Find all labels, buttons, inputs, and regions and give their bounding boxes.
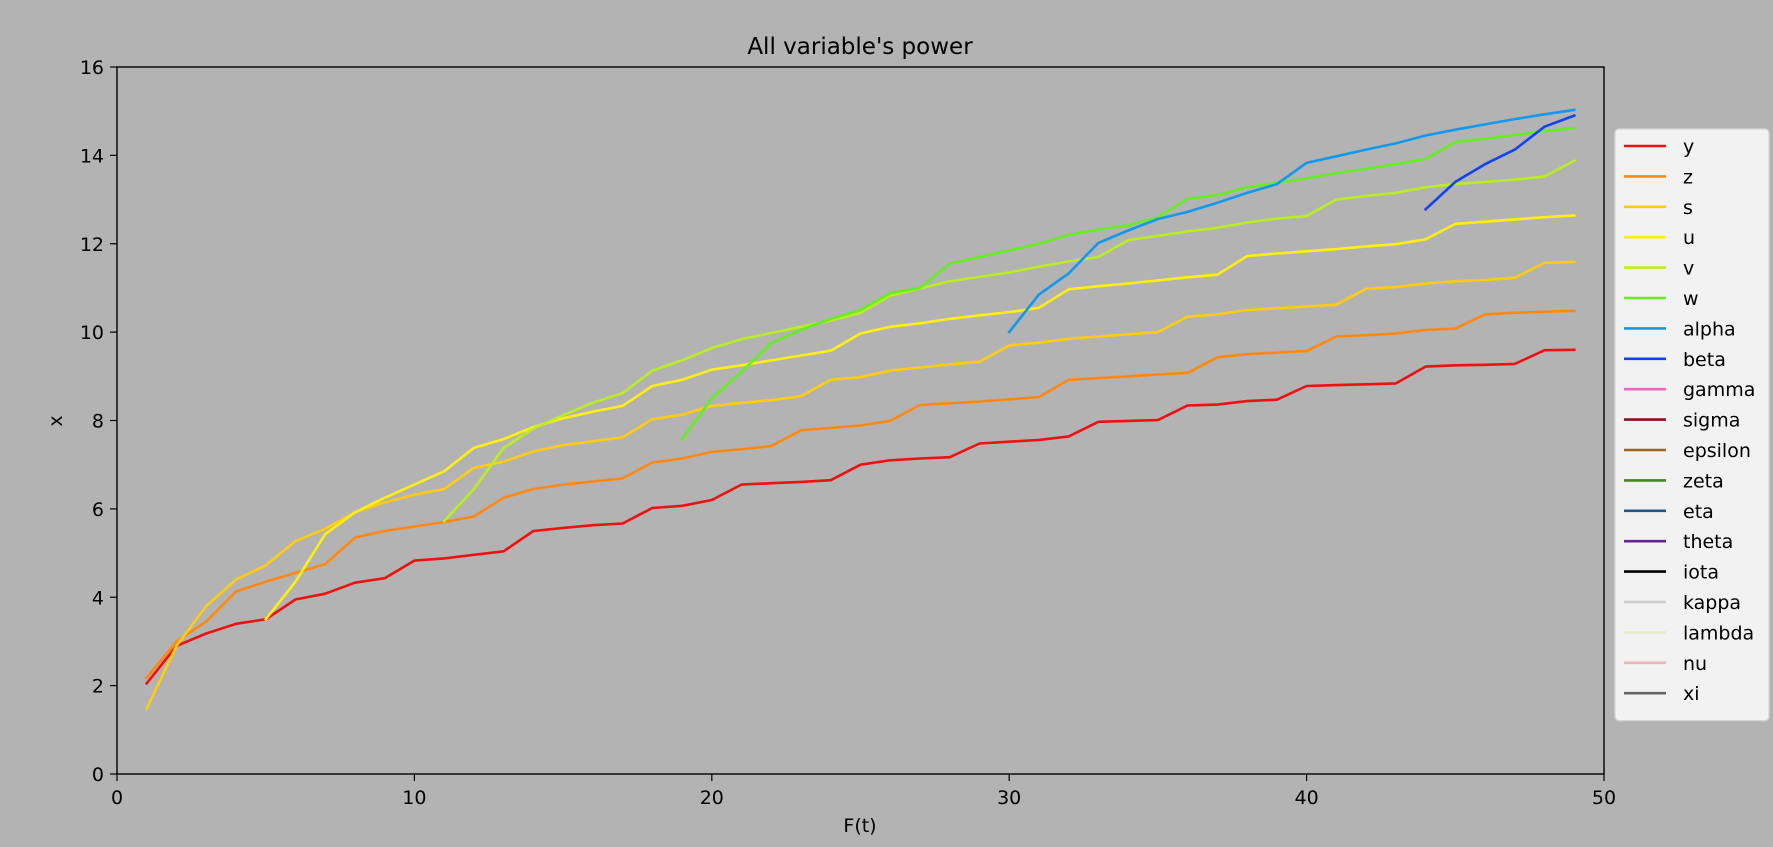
legend-item-w: w [1624,288,1699,310]
legend-label: theta [1683,531,1733,553]
axes: 0 10 20 30 40 50 0 2 4 6 8 10 12 14 16 [80,57,1616,809]
legend-item-iota: iota [1624,562,1719,584]
legend-label: z [1683,166,1693,188]
legend-label: alpha [1683,318,1736,340]
legend-label: nu [1683,653,1707,675]
series-line-y [144,348,1576,686]
legend-item-zeta: zeta [1624,470,1724,492]
series-line-z [144,309,1576,680]
legend-item-eta: eta [1624,501,1714,523]
x-axis-title: F(t) [843,815,876,837]
legend-item-nu: nu [1624,653,1707,675]
legend-label: s [1683,197,1693,219]
legend-label: y [1683,136,1694,158]
legend-label: v [1683,258,1694,280]
y-tick-label: 2 [92,676,104,698]
x-tick-label: 20 [700,787,724,809]
legend-item-z: z [1624,166,1693,188]
legend-item-theta: theta [1624,531,1733,553]
legend-label: lambda [1683,622,1754,644]
x-tick-label: 0 [111,787,123,809]
legend-label: w [1683,288,1699,310]
chart-title: All variable's power [747,34,973,60]
series-line-u [263,214,1576,622]
legend-item-u: u [1624,227,1695,249]
legend-label: xi [1683,683,1700,705]
legend-label: epsilon [1683,440,1751,462]
x-tick-label: 30 [997,787,1021,809]
y-tick-label: 14 [80,145,104,167]
series-line-w [680,126,1576,441]
y-tick-label: 4 [92,587,104,609]
legend-label: kappa [1683,592,1741,614]
legend-item-s: s [1624,197,1693,219]
legend-label: iota [1683,562,1719,584]
legend-item-alpha: alpha [1624,318,1736,340]
plot-background [117,67,1604,774]
series-line-s [144,260,1576,711]
y-axis-title: x [45,415,67,426]
series-line-v [442,158,1577,524]
series-line-beta [1423,113,1576,212]
y-tick-label: 6 [92,499,104,521]
legend-item-sigma: sigma [1624,410,1740,432]
legend-item-kappa: kappa [1624,592,1741,614]
x-tick-label: 50 [1592,787,1616,809]
plot-area [117,67,1604,774]
x-tick-label: 10 [402,787,426,809]
series-line-alpha [1007,108,1576,334]
y-tick-label: 16 [80,57,104,79]
legend-item-gamma: gamma [1624,379,1755,401]
legend-label: beta [1683,349,1726,371]
legend-item-beta: beta [1624,349,1726,371]
legend-label: zeta [1683,470,1724,492]
y-tick-label: 10 [80,322,104,344]
y-tick-label: 0 [92,764,104,786]
legend-item-y: y [1624,136,1694,158]
legend-label: u [1683,227,1695,249]
series-layer [144,108,1577,711]
legend-item-epsilon: epsilon [1624,440,1751,462]
y-tick-label: 8 [92,411,104,433]
y-tick-label: 12 [80,234,104,256]
legend-item-xi: xi [1624,683,1700,705]
legend-item-v: v [1624,258,1694,280]
legend-label: gamma [1683,379,1755,401]
legend-item-lambda: lambda [1624,622,1754,644]
legend-label: sigma [1683,410,1740,432]
x-tick-label: 40 [1295,787,1319,809]
legend-label: eta [1683,501,1714,523]
